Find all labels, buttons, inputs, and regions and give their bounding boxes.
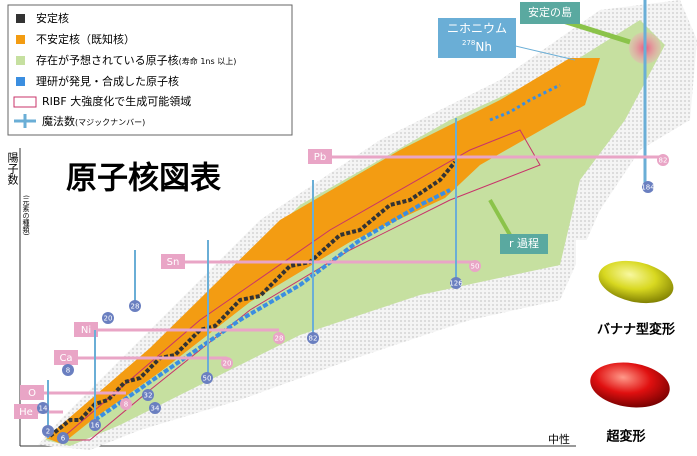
legend-label: 安定核	[36, 11, 69, 25]
x-axis-label: 中性	[548, 432, 570, 446]
magic-circle	[469, 260, 481, 272]
legend-marker	[16, 56, 25, 65]
legend-label: 存在が予想されている原子核(寿命 1ns 以上)	[36, 53, 236, 67]
magic-circle	[149, 402, 161, 414]
magic-number: 82	[659, 157, 668, 165]
magic-circle	[142, 389, 154, 401]
magic-number: 6	[61, 435, 66, 443]
magic-circle	[57, 432, 69, 444]
magic-number: 28	[131, 303, 140, 311]
superdeformed-shape	[590, 362, 670, 408]
magic-number: 184	[641, 184, 655, 192]
legend-note: (寿命 1ns 以上)	[179, 56, 237, 66]
legend-label: 不安定核（既知核）	[36, 32, 135, 46]
magic-number: 126	[449, 280, 463, 288]
legend-note: (マジックナンバー)	[75, 118, 145, 127]
callout-text: Nh	[475, 40, 492, 54]
magic-circle	[102, 312, 114, 324]
banana-shape	[598, 260, 674, 304]
legend-marker	[13, 96, 37, 108]
magic-number: 20	[104, 315, 113, 323]
callout-text: 278	[462, 39, 475, 47]
magic-number: 8	[66, 367, 70, 375]
magic-circle	[201, 372, 213, 384]
legend-marker	[16, 35, 25, 44]
magic-circle	[642, 181, 654, 193]
legend-label: 魔法数	[42, 114, 75, 128]
magic-circle	[657, 154, 669, 166]
element-label: Ca	[59, 353, 72, 364]
callout-line	[488, 199, 512, 236]
shape-label: バナナ型変形	[597, 322, 675, 338]
legend-label: 理研が発見・合成した原子核	[36, 74, 179, 88]
magic-number: 50	[471, 263, 480, 271]
element-box	[20, 385, 44, 400]
legend-box	[7, 4, 293, 136]
element-box	[74, 322, 98, 337]
magic-circle	[120, 398, 132, 410]
magic-number: 32	[144, 392, 153, 400]
magic-number: 34	[151, 405, 160, 413]
callout-text: ニホニウム	[447, 22, 507, 36]
callout-text: 278Nh	[462, 39, 492, 54]
legend-marker	[16, 14, 25, 23]
magic-circle	[221, 357, 233, 369]
callout-box	[500, 234, 548, 254]
element-box	[161, 254, 185, 269]
element-label: Sn	[167, 257, 180, 268]
stable-nuclei	[48, 160, 457, 438]
callout-text: 安定の島	[528, 5, 572, 19]
magic-number: 8	[124, 401, 128, 409]
magic-circle	[450, 277, 462, 289]
element-label: O	[28, 388, 36, 399]
callout-box	[438, 18, 516, 58]
legend-label: 存在が予想されている原子核	[36, 53, 179, 67]
magic-number: 28	[275, 335, 284, 343]
magic-circle	[42, 425, 54, 437]
magic-number: 2	[46, 428, 50, 436]
riken-nuclei-heavy	[489, 83, 561, 122]
magic-circle	[62, 364, 74, 376]
y-axis-label: 陽子数	[6, 152, 19, 186]
legend-marker	[16, 77, 25, 86]
magic-number: 20	[223, 360, 232, 368]
riken-nuclei	[93, 188, 451, 422]
ribf-region	[58, 129, 541, 441]
magic-number: 50	[203, 375, 212, 383]
element-label: Ni	[81, 325, 91, 336]
element-box	[54, 350, 78, 365]
magic-numbers: He O Ca Ni Sn Pb 2 6 16 14 8 8 20 28 32 34 20 28 50 82 50 126…	[14, 118, 669, 444]
element-label: Pb	[314, 152, 326, 163]
magic-circle	[307, 332, 319, 344]
callout-text: r 過程	[509, 237, 539, 250]
magic-number: 14	[39, 405, 48, 413]
shape-label: 超変形	[606, 429, 645, 445]
magic-number: 82	[309, 335, 318, 343]
element-label: He	[19, 407, 33, 418]
legend-label: RIBF 大強度化で生成可能領域	[42, 94, 191, 108]
callout-box	[520, 2, 580, 24]
magic-circle	[37, 402, 49, 414]
element-box	[308, 149, 332, 164]
legend-label: 魔法数(マジックナンバー)	[42, 114, 145, 128]
magic-circle	[129, 300, 141, 312]
magic-circle	[273, 332, 285, 344]
y-axis-sublabel: (元素の種類)	[22, 195, 30, 236]
magic-number: 16	[91, 422, 100, 430]
magic-circle	[89, 419, 101, 431]
title: 原子核図表	[66, 161, 221, 197]
element-box	[14, 404, 38, 419]
